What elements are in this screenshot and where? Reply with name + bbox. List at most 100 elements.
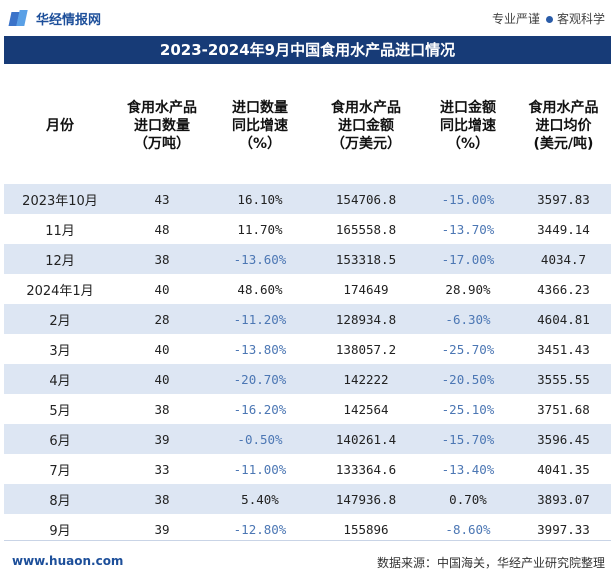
table-cell: -8.60% bbox=[420, 514, 516, 544]
table-cell: 43 bbox=[116, 184, 208, 214]
table-cell: 16.10% bbox=[208, 184, 312, 214]
table-cell: 39 bbox=[116, 514, 208, 544]
table-cell: 4月 bbox=[4, 364, 116, 394]
table-cell: 3449.14 bbox=[516, 214, 611, 244]
table-cell: -11.20% bbox=[208, 304, 312, 334]
table-cell: 48 bbox=[116, 214, 208, 244]
table-body: 2023年10月 43 16.10% 154706.8 -15.00% 3597.83 11… bbox=[4, 184, 611, 544]
table-cell: -16.20% bbox=[208, 394, 312, 424]
column-header: 食用水产品 进口金额 （万美元） bbox=[331, 100, 401, 152]
table-cell: 11月 bbox=[4, 214, 116, 244]
table-cell: 147936.8 bbox=[312, 484, 420, 514]
table-cell: -15.70% bbox=[420, 424, 516, 454]
table-cell: 165558.8 bbox=[312, 214, 420, 244]
table-cell: 2月 bbox=[4, 304, 116, 334]
table-cell: 3451.43 bbox=[516, 334, 611, 364]
table-cell: 142564 bbox=[312, 394, 420, 424]
table-cell: 48.60% bbox=[208, 274, 312, 304]
table-cell: 40 bbox=[116, 274, 208, 304]
site-link[interactable]: www.huaon.com bbox=[12, 554, 124, 568]
table-cell: 3597.83 bbox=[516, 184, 611, 214]
data-source: 数据来源：中国海关，华经产业研究院整理 bbox=[376, 556, 605, 570]
column-header: 食用水产品 进口数量 （万吨） bbox=[127, 100, 197, 152]
table-row: 4月 40 -20.70% 142222 -20.50% 3555.55 bbox=[4, 364, 611, 394]
top-bar: 华经情报网 专业严谨 客观科学 bbox=[0, 0, 615, 36]
table-cell: 133364.6 bbox=[312, 454, 420, 484]
table-cell: 142222 bbox=[312, 364, 420, 394]
table-cell: 6月 bbox=[4, 424, 116, 454]
table-row: 12月 38 -13.60% 153318.5 -17.00% 4034.7 bbox=[4, 244, 611, 274]
table-cell: 39 bbox=[116, 424, 208, 454]
table-cell: 174649 bbox=[312, 274, 420, 304]
table-cell: 40 bbox=[116, 364, 208, 394]
table-cell: 11.70% bbox=[208, 214, 312, 244]
table-cell: 3893.07 bbox=[516, 484, 611, 514]
table-cell: -15.00% bbox=[420, 184, 516, 214]
table-cell: -13.80% bbox=[208, 334, 312, 364]
table-header-row: 月份 食用水产品 进口数量 （万吨） 进口数量 同比增速 （%） 食用水产品 进口金额 （万美元）… bbox=[4, 64, 611, 184]
table-row: 2024年1月 40 48.60% 174649 28.90% 4366.23 bbox=[4, 274, 611, 304]
slogan: 专业严谨 客观科学 bbox=[492, 10, 605, 27]
table-cell: 5月 bbox=[4, 394, 116, 424]
table-cell: 140261.4 bbox=[312, 424, 420, 454]
page-title: 2023-2024年9月中国食用水产品进口情况 bbox=[4, 36, 611, 64]
table-cell: 38 bbox=[116, 394, 208, 424]
table-cell: 2023年10月 bbox=[4, 184, 116, 214]
table-cell: 3751.68 bbox=[516, 394, 611, 424]
bullet-dot-icon bbox=[545, 15, 553, 23]
table-row: 2月 28 -11.20% 128934.8 -6.30% 4604.81 bbox=[4, 304, 611, 334]
table-cell: 3555.55 bbox=[516, 364, 611, 394]
table-cell: -13.40% bbox=[420, 454, 516, 484]
table-cell: -25.10% bbox=[420, 394, 516, 424]
table-cell: 155896 bbox=[312, 514, 420, 544]
slogan-left: 专业严谨 bbox=[491, 12, 540, 26]
table-cell: 7月 bbox=[4, 454, 116, 484]
import-data-table: 月份 食用水产品 进口数量 （万吨） 进口数量 同比增速 （%） 食用水产品 进口金额 （万美元）… bbox=[4, 64, 611, 544]
table-row: 5月 38 -16.20% 142564 -25.10% 3751.68 bbox=[4, 394, 611, 424]
table-row: 7月 33 -11.00% 133364.6 -13.40% 4041.35 bbox=[4, 454, 611, 484]
table-cell: 40 bbox=[116, 334, 208, 364]
table-row: 6月 39 -0.50% 140261.4 -15.70% 3596.45 bbox=[4, 424, 611, 454]
table-cell: -11.00% bbox=[208, 454, 312, 484]
table-cell: 153318.5 bbox=[312, 244, 420, 274]
table-cell: 4034.7 bbox=[516, 244, 611, 274]
table-row: 2023年10月 43 16.10% 154706.8 -15.00% 3597.83 bbox=[4, 184, 611, 214]
table-cell: 138057.2 bbox=[312, 334, 420, 364]
table-cell: 3月 bbox=[4, 334, 116, 364]
table-row: 9月 39 -12.80% 155896 -8.60% 3997.33 bbox=[4, 514, 611, 544]
footer: www.huaon.com 数据来源：中国海关，华经产业研究院整理 bbox=[4, 540, 611, 580]
table-cell: -12.80% bbox=[208, 514, 312, 544]
table-cell: -20.70% bbox=[208, 364, 312, 394]
table-cell: 128934.8 bbox=[312, 304, 420, 334]
table-cell: -0.50% bbox=[208, 424, 312, 454]
column-header: 食用水产品 进口均价 (美元/吨) bbox=[528, 100, 599, 152]
table-cell: 0.70% bbox=[420, 484, 516, 514]
table-cell: 2024年1月 bbox=[4, 274, 116, 304]
table-cell: 3596.45 bbox=[516, 424, 611, 454]
table-cell: 38 bbox=[116, 484, 208, 514]
table-cell: 9月 bbox=[4, 514, 116, 544]
table-cell: 33 bbox=[116, 454, 208, 484]
table-cell: 3997.33 bbox=[516, 514, 611, 544]
table-row: 11月 48 11.70% 165558.8 -13.70% 3449.14 bbox=[4, 214, 611, 244]
table-cell: -13.70% bbox=[420, 214, 516, 244]
table-cell: 154706.8 bbox=[312, 184, 420, 214]
brand[interactable]: 华经情报网 bbox=[8, 7, 101, 29]
table-cell: -13.60% bbox=[208, 244, 312, 274]
table-cell: 5.40% bbox=[208, 484, 312, 514]
table-cell: -25.70% bbox=[420, 334, 516, 364]
column-header: 进口金额 同比增速 （%） bbox=[440, 100, 496, 152]
table-cell: -6.30% bbox=[420, 304, 516, 334]
table-cell: -20.50% bbox=[420, 364, 516, 394]
table-cell: 4366.23 bbox=[516, 274, 611, 304]
data-table-container: 月份 食用水产品 进口数量 （万吨） 进口数量 同比增速 （%） 食用水产品 进口金额 （万美元）… bbox=[4, 64, 611, 544]
column-header: 进口数量 同比增速 （%） bbox=[232, 100, 288, 152]
table-cell: 4604.81 bbox=[516, 304, 611, 334]
column-header: 月份 bbox=[46, 118, 74, 134]
table-cell: 12月 bbox=[4, 244, 116, 274]
table-cell: 4041.35 bbox=[516, 454, 611, 484]
table-cell: 28.90% bbox=[420, 274, 516, 304]
table-cell: 38 bbox=[116, 244, 208, 274]
huajing-logo-icon bbox=[8, 7, 30, 29]
brand-name: 华经情报网 bbox=[36, 12, 102, 28]
